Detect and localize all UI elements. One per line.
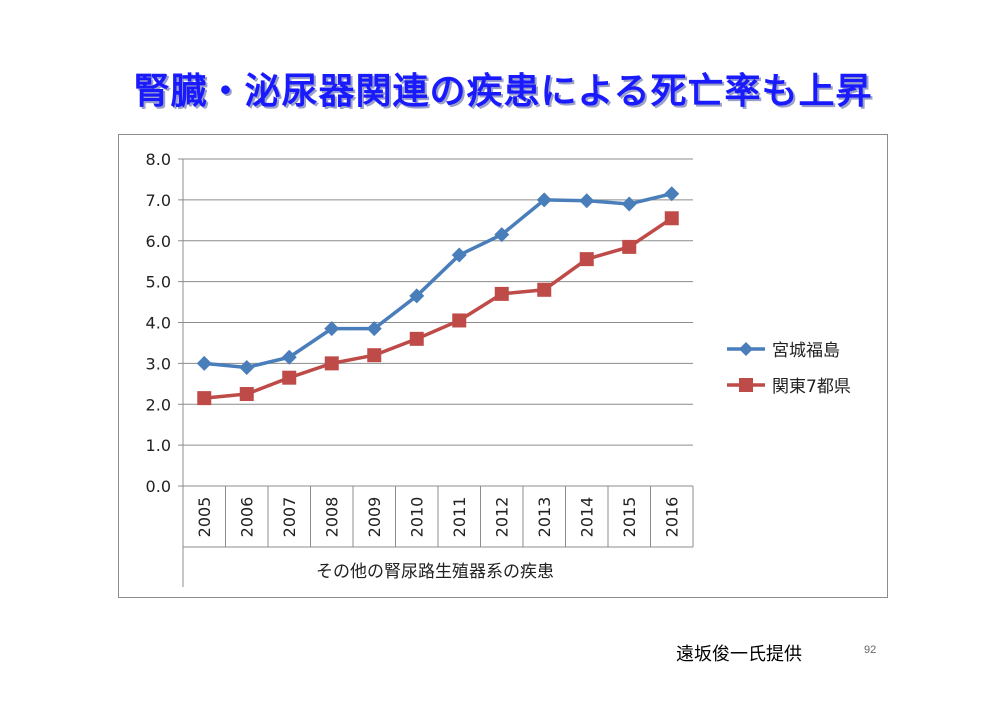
x-tick-label: 2010 [407,497,426,538]
data-point-square [282,370,297,385]
legend-label-2: 関東7都県 [772,377,851,397]
legend-marker-square [739,378,753,392]
data-point-square [452,313,467,328]
x-tick-label: 2007 [280,497,299,538]
page-number: 92 [864,644,877,656]
data-point-diamond [494,227,510,243]
x-tick-label: 2009 [365,497,384,538]
legend-marker-diamond [739,342,753,356]
data-point-diamond [366,321,382,337]
y-tick-label: 6.0 [146,232,171,251]
x-tick-label: 2008 [322,497,341,538]
y-tick-label: 8.0 [146,150,171,169]
y-axis-ticks: 0.0 1.0 2.0 3.0 4.0 5.0 6.0 7.0 8.0 [146,150,183,496]
x-tick-label: 2016 [662,497,681,538]
series-line-1 [204,192,673,370]
line-chart: 0.0 1.0 2.0 3.0 4.0 5.0 6.0 7.0 8.0 2005 2006 2007… [146,150,851,587]
y-tick-label: 2.0 [146,395,171,414]
data-point-diamond [239,359,255,375]
y-tick-label: 1.0 [146,436,171,455]
data-point-square [197,391,212,406]
series [196,186,680,406]
y-tick-label: 5.0 [146,273,171,292]
data-point-square [664,211,679,226]
data-point-square [537,282,552,297]
data-point-square [409,331,424,346]
y-tick-label: 0.0 [146,477,171,496]
data-point-square [367,348,382,363]
x-tick-label: 2013 [535,497,554,538]
data-point-diamond [621,196,637,212]
x-tick-label: 2006 [237,497,256,538]
y-tick-label: 3.0 [146,354,171,373]
y-tick-label: 7.0 [146,191,171,210]
data-point-square [324,356,339,371]
slide-title: 腎臓・泌尿器関連の疾患による死亡率も上昇 [133,71,873,112]
x-axis-label: その他の腎尿路生殖器系の疾患 [316,562,554,582]
series-line-2 [204,216,673,400]
data-point-diamond [196,355,212,371]
x-tick-label: 2011 [450,497,469,538]
data-point-square [239,387,254,402]
x-tick-label: 2014 [577,497,596,538]
x-axis: 2005 2006 2007 2008 2009 2010 2011 2012 2013 2014… [182,159,694,587]
data-point-diamond [579,193,595,209]
data-point-diamond [281,349,297,365]
legend-label-1: 宮城福島 [772,341,840,361]
credit-text: 遠坂俊一氏提供 [676,644,802,665]
x-tick-label: 2012 [492,497,511,538]
data-point-square [579,252,594,267]
y-tick-label: 4.0 [146,314,171,333]
data-point-diamond [451,247,467,263]
data-point-diamond [409,288,425,304]
data-point-diamond [536,192,552,208]
data-point-diamond [664,186,680,202]
grid-lines [183,158,693,487]
data-point-square [622,239,637,254]
x-tick-label: 2015 [620,497,639,538]
chart-frame: 0.0 1.0 2.0 3.0 4.0 5.0 6.0 7.0 8.0 2005 2006 2007… [118,134,888,598]
data-point-diamond [324,321,340,337]
x-tick-label: 2005 [195,497,214,538]
data-point-square [494,286,509,301]
